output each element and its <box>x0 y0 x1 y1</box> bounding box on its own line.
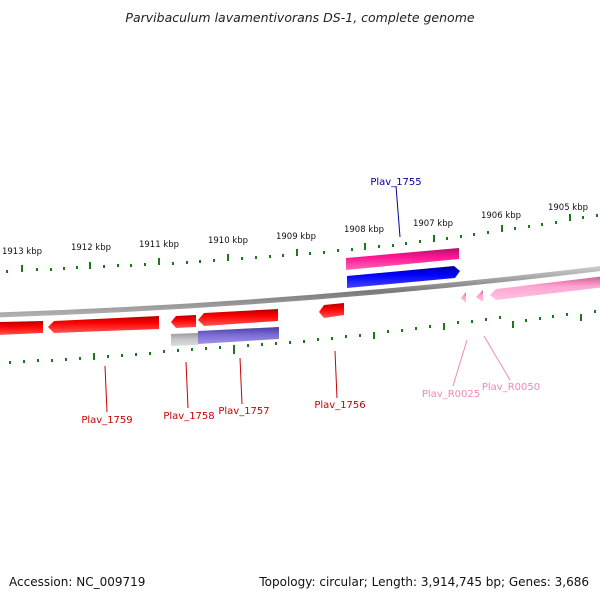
inner-tick-ring <box>9 310 596 364</box>
gene-feature-plav-1755[interactable] <box>347 266 460 288</box>
gene-feature-plav-1756[interactable] <box>319 303 344 318</box>
gene-label-plav-r0050[interactable]: Plav_R0050 <box>482 382 540 393</box>
gene-feature-plav-r0025[interactable] <box>461 292 466 303</box>
gene-label-plav-1757[interactable]: Plav_1757 <box>218 406 269 417</box>
scale-label: 1912 kbp <box>71 243 111 253</box>
leader-line-plav-r0025 <box>452 339 468 387</box>
gene-feature-plav-1759[interactable] <box>48 316 159 333</box>
gene-feature-gray[interactable] <box>171 333 198 346</box>
gene-label-plav-1756[interactable]: Plav_1756 <box>314 400 365 411</box>
scale-label: 1910 kbp <box>208 236 248 246</box>
gene-feature-plav-1758[interactable] <box>171 315 196 328</box>
leader-line-plav-1755 <box>395 185 401 238</box>
scale-label: 1913 kbp <box>2 247 42 257</box>
genome-title: Parvibaculum lavamentivorans DS-1, compl… <box>125 10 474 25</box>
leader-line-plav-1759 <box>104 365 108 413</box>
genome-summary-text: Topology: circular; Length: 3,914,745 bp… <box>258 575 589 589</box>
gene-label-plav-r0025[interactable]: Plav_R0025 <box>422 389 480 400</box>
gene-label-plav-1755[interactable]: Plav_1755 <box>370 177 421 188</box>
gene-labels: Plav_1755 Plav_1756 Plav_1757 Plav_1758 … <box>81 177 540 426</box>
scale-label: 1907 kbp <box>413 219 453 229</box>
leader-line-plav-1758 <box>185 361 189 409</box>
genome-backbone <box>0 266 600 318</box>
accession-text: Accession: NC_009719 <box>9 575 145 589</box>
gene-feature-purple[interactable] <box>198 327 279 344</box>
leader-line-plav-1756 <box>334 350 338 399</box>
scale-labels: 1913 kbp 1912 kbp 1911 kbp 1910 kbp 1909… <box>2 203 588 257</box>
gene-feature-plav-1757[interactable] <box>198 309 278 326</box>
gene-feature-plav-r0050-small[interactable] <box>476 290 483 302</box>
outer-tick-ring <box>6 214 598 273</box>
scale-label: 1906 kbp <box>481 211 521 221</box>
gene-label-plav-1759[interactable]: Plav_1759 <box>81 415 132 426</box>
scale-label: 1905 kbp <box>548 203 588 213</box>
scale-label: 1909 kbp <box>276 232 316 242</box>
gene-feature-plav-r0050[interactable] <box>490 276 600 300</box>
gene-feature-plav-1759-left[interactable] <box>0 321 43 335</box>
scale-label: 1911 kbp <box>139 240 179 250</box>
label-leader-lines <box>104 185 511 413</box>
leader-line-plav-1757 <box>239 357 243 405</box>
gene-label-plav-1758[interactable]: Plav_1758 <box>163 411 214 422</box>
gene-feature-plav-1755-upper[interactable] <box>346 248 459 270</box>
leader-line-plav-r0050 <box>483 335 511 381</box>
scale-label: 1908 kbp <box>344 225 384 235</box>
